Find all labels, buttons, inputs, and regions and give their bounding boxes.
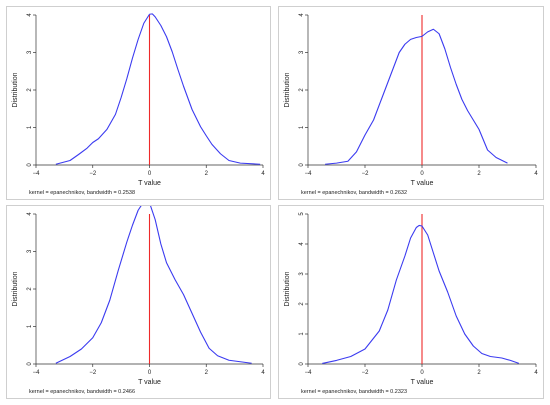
x-tick-label: −2 <box>362 171 370 177</box>
y-tick-label: 5 <box>299 212 305 216</box>
y-tick-label: 1 <box>27 324 33 328</box>
y-tick-label: 0 <box>27 362 33 366</box>
y-tick-label: 4 <box>299 13 305 17</box>
y-tick-label: 2 <box>299 88 305 92</box>
density-chart-top-left: −4 −2 0 2 4 0 1 2 3 4 T value Distribution kernel = … <box>12 13 265 196</box>
y-axis-title: Distribution <box>284 271 291 306</box>
y-axis-title: Distribution <box>12 72 19 107</box>
x-tick-label: 2 <box>205 171 209 177</box>
x-tick-label: −2 <box>89 370 97 376</box>
density-curve <box>322 224 520 364</box>
y-tick-label: 2 <box>27 287 33 291</box>
y-tick-label: 0 <box>299 362 305 366</box>
y-tick-label: 1 <box>27 125 33 129</box>
x-axis-title: T value <box>138 379 161 386</box>
density-chart-bottom-left: −4 −2 0 2 4 0 1 2 3 4 T value Distribution kernel = … <box>12 206 265 395</box>
x-tick-label: 0 <box>148 370 152 376</box>
kernel-note: kernel = epanechnikov, bandwidth = 0.253… <box>29 190 135 196</box>
x-tick-label: 0 <box>420 171 424 177</box>
x-tick-label: 2 <box>477 370 481 376</box>
y-tick-label: 3 <box>27 50 33 54</box>
y-axis-title: Distribution <box>12 271 19 306</box>
kernel-note: kernel = epanechnikov, bandwidth = 0.246… <box>29 389 135 395</box>
y-tick-label: 2 <box>299 302 305 306</box>
x-tick-label: 0 <box>420 370 424 376</box>
density-curve <box>55 13 261 165</box>
x-tick-label: 2 <box>477 171 481 177</box>
x-tick-label: 4 <box>534 370 538 376</box>
x-tick-label: −4 <box>305 370 313 376</box>
y-tick-label: 1 <box>299 125 305 129</box>
x-tick-label: 4 <box>261 171 265 177</box>
x-tick-label: 0 <box>148 171 152 177</box>
y-tick-label: 4 <box>27 212 33 216</box>
y-axis-title: Distribution <box>284 72 291 107</box>
chart-panel-top-left: −4 −2 0 2 4 0 1 2 3 4 T value Distribution kernel = … <box>6 6 271 200</box>
x-tick-label: −2 <box>89 171 97 177</box>
density-curve <box>325 28 508 165</box>
x-tick-label: 2 <box>205 370 209 376</box>
x-tick-label: −4 <box>33 171 41 177</box>
chart-panel-bottom-left: −4 −2 0 2 4 0 1 2 3 4 T value Distribution kernel = … <box>6 205 271 399</box>
x-tick-label: 4 <box>534 171 538 177</box>
kernel-note: kernel = epanechnikov, bandwidth = 0.232… <box>301 389 407 395</box>
y-tick-label: 4 <box>27 13 33 17</box>
x-tick-label: −4 <box>33 370 41 376</box>
y-tick-label: 0 <box>299 163 305 167</box>
density-curve <box>55 206 252 364</box>
chart-panel-bottom-right: −4 −2 0 2 4 0 1 2 3 4 5 T value Distribution kernel =… <box>278 205 544 399</box>
chart-panel-top-right: −4 −2 0 2 4 0 1 2 3 4 T value Distribution kernel = … <box>278 6 544 200</box>
x-axis-title: T value <box>138 180 161 187</box>
x-tick-label: −2 <box>362 370 370 376</box>
y-tick-label: 3 <box>27 249 33 253</box>
y-tick-label: 0 <box>27 163 33 167</box>
x-axis-title: T value <box>411 180 434 187</box>
y-tick-label: 3 <box>299 50 305 54</box>
density-chart-bottom-right: −4 −2 0 2 4 0 1 2 3 4 5 T value Distribution kernel =… <box>284 212 538 395</box>
y-tick-label: 1 <box>299 332 305 336</box>
x-axis-title: T value <box>411 379 434 386</box>
x-tick-label: 4 <box>261 370 265 376</box>
y-tick-label: 4 <box>299 242 305 246</box>
y-tick-label: 3 <box>299 272 305 276</box>
kernel-note: kernel = epanechnikov, bandwidth = 0.263… <box>301 190 407 196</box>
x-tick-label: −4 <box>305 171 313 177</box>
density-chart-top-right: −4 −2 0 2 4 0 1 2 3 4 T value Distribution kernel = … <box>284 13 538 196</box>
y-tick-label: 2 <box>27 88 33 92</box>
